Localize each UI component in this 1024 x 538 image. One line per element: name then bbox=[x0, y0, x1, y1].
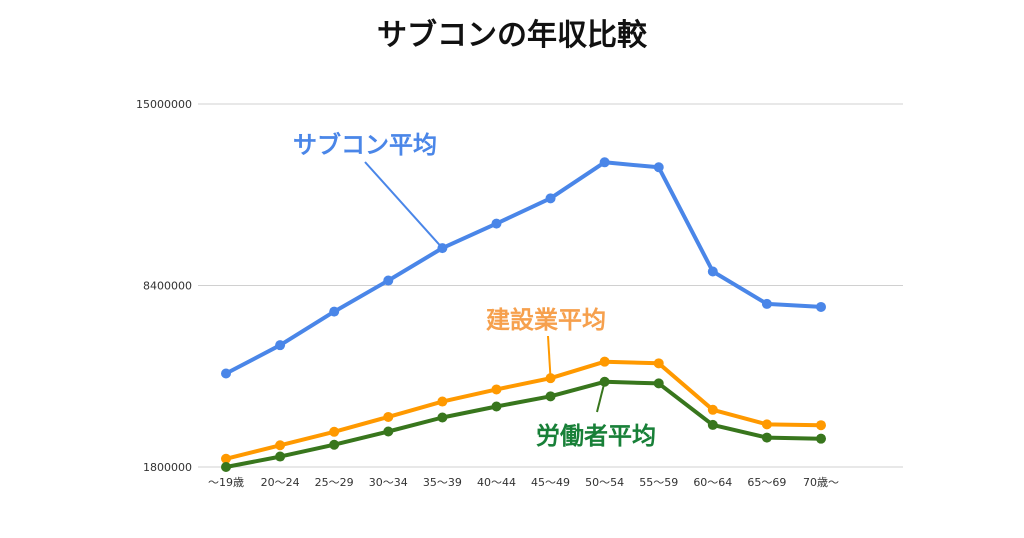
data-point bbox=[275, 451, 286, 462]
x-tick-label: 35〜39 bbox=[423, 476, 462, 489]
x-tick-label: 50〜54 bbox=[585, 476, 624, 489]
x-tick-label: 25〜29 bbox=[315, 476, 354, 489]
series-annotation-label: サブコン平均 bbox=[293, 131, 437, 159]
x-tick-label: 55〜59 bbox=[639, 476, 678, 489]
data-point bbox=[545, 391, 556, 402]
data-point bbox=[707, 266, 718, 277]
x-tick-label: 40〜44 bbox=[477, 476, 516, 489]
series-annotation-label: 労働者平均 bbox=[536, 422, 656, 450]
data-point bbox=[221, 462, 231, 472]
data-point bbox=[653, 358, 664, 369]
data-point bbox=[653, 378, 664, 389]
data-point bbox=[653, 162, 664, 173]
annotation-leader-line bbox=[596, 381, 606, 413]
data-point bbox=[275, 340, 286, 351]
annotation-leader-line bbox=[364, 161, 444, 249]
x-tick-label: 30〜34 bbox=[369, 476, 408, 489]
data-point bbox=[437, 396, 448, 407]
x-tick-label: 65〜69 bbox=[747, 476, 786, 489]
data-point bbox=[329, 426, 340, 437]
data-point bbox=[383, 275, 394, 286]
data-point bbox=[221, 453, 231, 464]
x-tick-label: 70歳〜 bbox=[803, 476, 839, 489]
annotation-leader-line bbox=[547, 335, 552, 379]
data-point bbox=[599, 157, 610, 168]
data-point bbox=[816, 433, 826, 444]
data-point bbox=[491, 384, 502, 395]
x-tick-label: 〜19歳 bbox=[208, 476, 244, 489]
series-line bbox=[224, 379, 823, 469]
data-point bbox=[707, 404, 718, 415]
series-line bbox=[224, 160, 823, 376]
series-line bbox=[224, 359, 823, 461]
series-annotation-label: 建設業平均 bbox=[486, 306, 606, 334]
data-point bbox=[491, 218, 502, 229]
data-point bbox=[221, 368, 231, 379]
data-point bbox=[545, 193, 556, 204]
data-point bbox=[329, 439, 340, 450]
data-point bbox=[329, 306, 340, 317]
data-point bbox=[383, 426, 394, 437]
y-tick-label: 15000000 bbox=[136, 98, 192, 111]
data-point bbox=[816, 301, 826, 312]
data-point bbox=[761, 432, 772, 443]
data-point bbox=[275, 440, 286, 451]
data-point bbox=[816, 420, 826, 431]
chart-title: サブコンの年収比較 bbox=[377, 18, 647, 53]
x-tick-label: 20〜24 bbox=[261, 476, 300, 489]
x-tick-label: 45〜49 bbox=[531, 476, 570, 489]
y-tick-label: 1800000 bbox=[143, 461, 192, 474]
data-point bbox=[707, 419, 718, 430]
data-point bbox=[599, 356, 610, 367]
x-tick-label: 60〜64 bbox=[693, 476, 732, 489]
data-point bbox=[491, 401, 502, 412]
data-point bbox=[437, 412, 448, 423]
data-point bbox=[761, 419, 772, 430]
y-tick-label: 8400000 bbox=[143, 280, 192, 293]
data-point bbox=[761, 298, 772, 309]
data-point bbox=[383, 411, 394, 422]
